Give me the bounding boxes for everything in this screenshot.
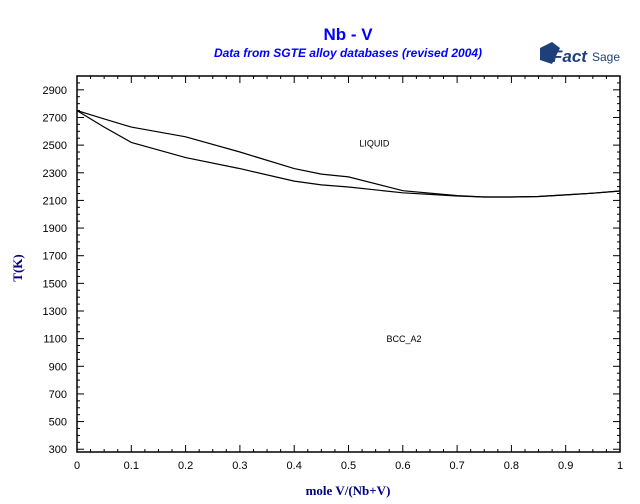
x-tick-label: 0.8 <box>504 460 519 472</box>
y-tick-label: 2700 <box>43 112 67 124</box>
svg-text:Fact: Fact <box>552 47 588 66</box>
x-tick-label: 0.9 <box>558 460 573 472</box>
chart-subtitle: Data from SGTE alloy databases (revised … <box>214 46 482 60</box>
y-tick-label: 300 <box>49 444 67 456</box>
y-axis-label: T(K) <box>10 254 25 281</box>
y-tick-label: 1100 <box>43 334 67 346</box>
x-tick-label: 0.3 <box>232 460 247 472</box>
y-tick-label: 2300 <box>43 168 67 180</box>
y-tick-label: 1700 <box>43 251 67 263</box>
y-tick-label: 1500 <box>43 278 67 290</box>
phase-label: LIQUID <box>359 139 390 149</box>
x-tick-label: 0.2 <box>178 460 193 472</box>
liquidus-curve <box>76 110 621 198</box>
y-tick-label: 2900 <box>43 85 67 97</box>
x-tick-label: 0.6 <box>395 460 410 472</box>
y-tick-label: 1300 <box>43 306 67 318</box>
y-tick-label: 2100 <box>43 195 67 207</box>
x-tick-label: 0.4 <box>287 460 302 472</box>
x-tick-label: 0.7 <box>449 460 464 472</box>
y-tick-label: 900 <box>49 361 67 373</box>
x-tick-label: 0.5 <box>341 460 356 472</box>
x-tick-label: 0.1 <box>124 460 139 472</box>
y-tick-label: 700 <box>49 389 67 401</box>
phase-label: BCC_A2 <box>387 334 422 344</box>
factsage-logo: Fact Sage <box>540 42 620 66</box>
x-axis-label: mole V/(Nb+V) <box>306 483 391 498</box>
y-tick-label: 500 <box>49 417 67 429</box>
chart-title: Nb - V <box>323 25 373 44</box>
x-tick-label: 1 <box>617 460 623 472</box>
solidus-curve <box>76 110 621 198</box>
y-tick-label: 2500 <box>43 140 67 152</box>
y-tick-label: 1900 <box>43 223 67 235</box>
x-tick-label: 0 <box>74 460 80 472</box>
svg-text:Sage: Sage <box>592 50 620 64</box>
